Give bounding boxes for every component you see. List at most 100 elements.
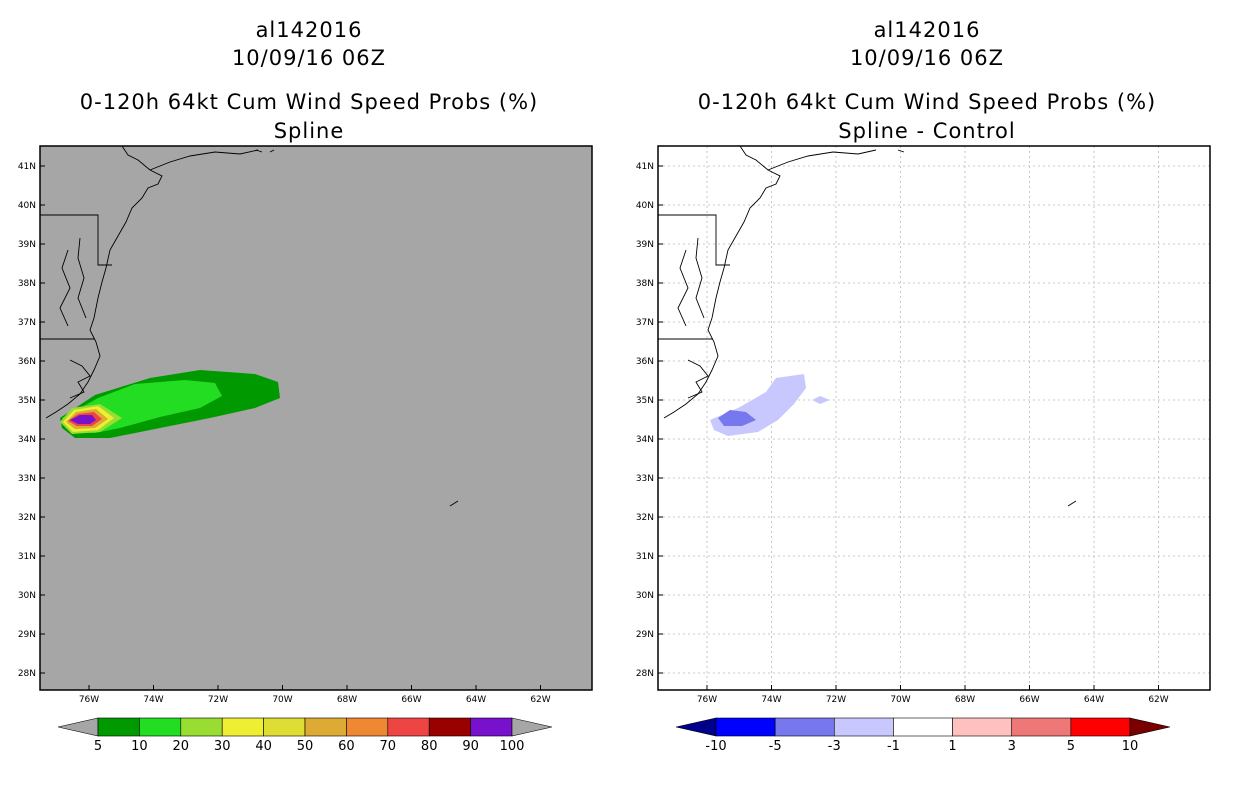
colorbar-label: 40 [255, 739, 272, 754]
lat-label: 34N [636, 435, 654, 445]
colorbar-label: 100 [500, 739, 525, 754]
lat-label: 38N [636, 279, 654, 289]
lat-label: 41N [636, 162, 654, 172]
colorbar-swatch [97, 717, 140, 737]
right-colorbar: -10 -5 -3 -1 1 3 5 10 [675, 717, 1171, 754]
left-datetime: 10/09/16 06Z [231, 46, 387, 70]
colorbar-swatch [774, 717, 835, 737]
lon-label: 72W [208, 695, 228, 705]
lon-label: 68W [337, 695, 357, 705]
lon-label: 64W [1084, 695, 1104, 705]
lat-label: 30N [18, 591, 36, 601]
colorbar-swatch [833, 717, 894, 737]
right-map-frame [657, 145, 1211, 691]
lat-label: 41N [18, 162, 36, 172]
colorbar-swatch [180, 717, 223, 737]
colorbar-under-arrow [57, 717, 99, 737]
lon-label: 74W [143, 695, 163, 705]
lat-label: 29N [636, 630, 654, 640]
colorbar-swatch [221, 717, 264, 737]
colorbar-under-arrow [675, 717, 717, 737]
right-map: 41N 40N 39N 38N 37N 36N 35N 34N 33N 32N 31N 30N 29N 2… [636, 145, 1211, 754]
colorbar-label: 5 [1067, 739, 1075, 754]
colorbar-label: -10 [705, 739, 726, 754]
colorbar-swatch [346, 717, 389, 737]
lon-label: 66W [401, 695, 421, 705]
lat-label: 36N [636, 357, 654, 367]
colorbar-label: 5 [94, 739, 102, 754]
colorbar-label: -3 [828, 739, 841, 754]
lat-label: 39N [636, 240, 654, 250]
colorbar-label: 3 [1008, 739, 1016, 754]
lat-label: 39N [18, 240, 36, 250]
colorbar-swatch [893, 717, 953, 737]
left-subtitle: Spline [273, 119, 345, 143]
right-lon-axis: 76W 74W 72W 70W 68W 66W 64W 62W [697, 685, 1169, 705]
left-lon-axis: 76W 74W 72W 70W 68W 66W 64W 62W [79, 685, 551, 705]
diff-minus-5 [718, 410, 756, 426]
lat-label: 40N [636, 201, 654, 211]
lon-label: 68W [955, 695, 975, 705]
left-probability-contours [60, 370, 280, 438]
lon-label: 70W [272, 695, 292, 705]
lon-label: 76W [697, 695, 717, 705]
colorbar-swatch [952, 717, 1013, 737]
lat-label: 28N [18, 669, 36, 679]
left-storm-id: al142016 [255, 18, 363, 42]
lat-label: 37N [636, 318, 654, 328]
colorbar-over-arrow [1129, 717, 1171, 737]
left-colorbar: 5 10 20 30 40 50 60 70 80 90 100 [57, 717, 553, 754]
lat-label: 28N [636, 669, 654, 679]
left-product-title: 0-120h 64kt Cum Wind Speed Probs (%) [79, 90, 539, 114]
right-lat-axis: 41N 40N 39N 38N 37N 36N 35N 34N 33N 32N 31N 30N 29N 2… [636, 162, 663, 679]
left-lat-axis: 41N 40N 39N 38N 37N 36N 35N 34N 33N 32N 31N 30N 29N 2… [18, 162, 45, 679]
lat-label: 37N [18, 318, 36, 328]
colorbar-label: 10 [1122, 739, 1139, 754]
right-coastline [658, 145, 1077, 507]
colorbar-swatch [139, 717, 182, 737]
lon-label: 72W [826, 695, 846, 705]
lon-label: 62W [530, 695, 550, 705]
colorbar-label: 1 [948, 739, 956, 754]
colorbar-label: 70 [380, 739, 397, 754]
lat-label: 31N [636, 552, 654, 562]
colorbar-label: 50 [297, 739, 314, 754]
lon-label: 74W [761, 695, 781, 705]
lon-label: 64W [466, 695, 486, 705]
colorbar-swatch [1011, 717, 1072, 737]
lat-label: 29N [18, 630, 36, 640]
left-panel: al142016 10/09/16 06Z 0-120h 64kt Cum Wi… [18, 18, 593, 754]
right-difference-contours [710, 374, 830, 436]
lat-label: 40N [18, 201, 36, 211]
lon-label: 70W [890, 695, 910, 705]
colorbar-label: -1 [887, 739, 900, 754]
lon-label: 66W [1019, 695, 1039, 705]
colorbar-swatch [715, 717, 776, 737]
right-datetime: 10/09/16 06Z [849, 46, 1005, 70]
right-subtitle: Spline - Control [838, 119, 1016, 143]
lat-label: 30N [636, 591, 654, 601]
lat-label: 35N [636, 396, 654, 406]
colorbar-label: 60 [338, 739, 355, 754]
lat-label: 31N [18, 552, 36, 562]
right-panel: al142016 10/09/16 06Z 0-120h 64kt Cum Wi… [618, 0, 1236, 800]
lon-label: 76W [79, 695, 99, 705]
lat-label: 33N [636, 474, 654, 484]
colorbar-swatch [387, 717, 430, 737]
left-map: 41N 40N 39N 38N 37N 36N 35N 34N 33N 32N 31N 30N 29N 2… [18, 145, 593, 754]
colorbar-label: -5 [769, 739, 782, 754]
left-map-frame [39, 145, 593, 691]
colorbar-label: 30 [214, 739, 231, 754]
colorbar-label: 20 [173, 739, 190, 754]
colorbar-over-arrow [511, 717, 553, 737]
right-product-title: 0-120h 64kt Cum Wind Speed Probs (%) [697, 90, 1157, 114]
colorbar-label: 10 [131, 739, 148, 754]
lat-label: 35N [18, 396, 36, 406]
lat-label: 32N [636, 513, 654, 523]
lon-label: 62W [1148, 695, 1168, 705]
left-coastline [40, 145, 459, 507]
lat-label: 34N [18, 435, 36, 445]
lat-label: 36N [18, 357, 36, 367]
colorbar-label: 90 [462, 739, 479, 754]
colorbar-swatch [470, 717, 513, 737]
